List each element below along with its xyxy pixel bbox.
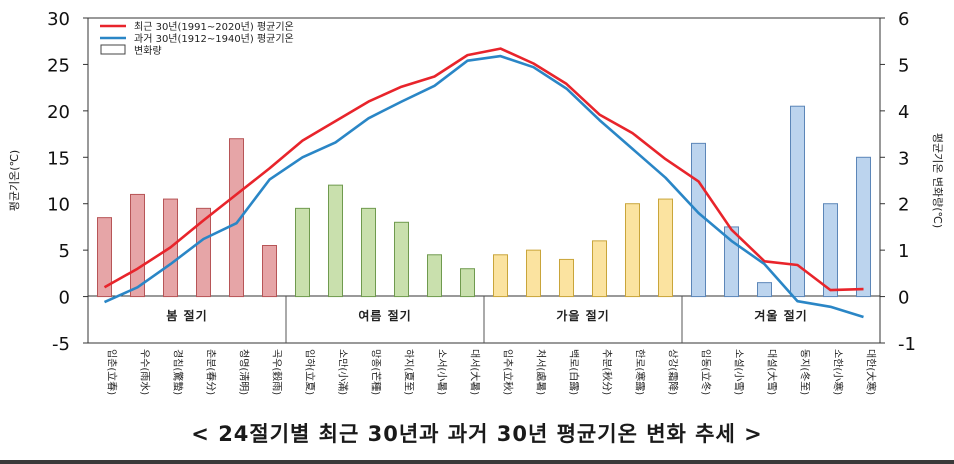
bar-change <box>196 207 211 298</box>
y-right-tick-label: 5 <box>898 55 909 76</box>
y-left-tick-label: 20 <box>47 102 70 123</box>
y-right-tick-label: 6 <box>898 9 909 30</box>
season-label: 가을 절기 <box>556 308 609 323</box>
bar-change <box>493 254 508 298</box>
bar-change <box>262 245 277 298</box>
x-tick-label: 소만(小滿) <box>337 349 350 395</box>
bar-change <box>559 258 574 298</box>
bar-change <box>295 207 310 298</box>
y-right-tick-label: 3 <box>898 148 909 169</box>
x-tick-label: 입동(立冬) <box>700 349 713 395</box>
legend-entry-label: 최근 30년(1991~2020년) 평균기온 <box>134 21 294 33</box>
bar-change <box>427 254 442 298</box>
x-tick-label: 소한(小寒) <box>832 349 845 395</box>
season-label: 봄 절기 <box>166 308 207 323</box>
x-tick-label: 입춘(立春) <box>106 349 119 395</box>
legend-entry-label: 과거 30년(1912~1940년) 평균기온 <box>134 33 294 45</box>
bars-layer <box>97 105 871 298</box>
season-label: 겨울 절기 <box>754 308 807 323</box>
x-tick-label: 청명(淸明) <box>238 349 251 395</box>
bar-change <box>97 217 112 298</box>
x-tick-label: 경칩(驚蟄) <box>172 349 185 395</box>
y-left-tick-label: -5 <box>52 334 70 355</box>
y-right-tick-label: -1 <box>898 334 916 355</box>
y-left-tick-label: 10 <box>47 195 70 216</box>
legend-swatch-box <box>100 44 126 55</box>
bar-change <box>130 193 145 298</box>
y-right-tick-label: 2 <box>898 195 909 216</box>
bar-change <box>592 240 607 298</box>
x-tick-label: 추분(秋分) <box>601 349 614 395</box>
x-tick-label: 한로(寒露) <box>634 349 647 395</box>
bar-change <box>460 268 475 298</box>
y-left-axis-title: 평균기온(℃) <box>8 150 21 211</box>
x-tick-label: 대서(大暑) <box>469 349 482 395</box>
y-left-tick-label: 15 <box>47 148 70 169</box>
x-tick-label: 우수(雨水) <box>139 349 151 395</box>
chart-caption: < 24절기별 최근 30년과 과거 30년 평균기온 변화 추세 > <box>191 422 763 446</box>
bar-change <box>625 203 640 298</box>
lines-layer <box>103 47 864 319</box>
x-tick-label: 대설(大雪) <box>766 349 779 395</box>
bar-change <box>394 221 409 298</box>
y-left-tick-label: 30 <box>47 9 70 30</box>
bar-change <box>526 249 541 298</box>
x-tick-label: 동지(冬至) <box>799 349 812 395</box>
legend-entry-label: 변화량 <box>134 45 162 57</box>
x-tick-label: 춘분(春分) <box>205 349 217 395</box>
line-recent-30yr <box>103 47 864 292</box>
x-tick-label: 소설(小雪) <box>733 349 745 395</box>
x-tick-label: 곡우(穀雨) <box>271 349 284 395</box>
bottom-rule <box>0 460 954 464</box>
x-tick-label: 입하(立夏) <box>304 349 317 395</box>
y-right-axis-title: 평균기온 변화량(℃) <box>931 133 944 228</box>
bar-change <box>361 207 376 298</box>
x-tick-label: 입추(立秋) <box>502 349 515 395</box>
bar-change <box>328 184 343 298</box>
bar-change <box>856 156 871 298</box>
bar-change <box>658 198 673 298</box>
x-tick-label: 처서(處暑) <box>535 349 548 395</box>
season-label: 여름 절기 <box>358 308 411 323</box>
y-left-tick-label: 25 <box>47 55 70 76</box>
bar-change <box>229 138 244 298</box>
line-past-30yr <box>103 54 864 319</box>
y-right-tick-label: 0 <box>898 288 909 309</box>
y-right-tick-label: 4 <box>898 102 909 123</box>
x-tick-label: 백로(白露) <box>568 349 581 395</box>
bar-change <box>790 105 805 298</box>
x-tick-label: 하지(夏至) <box>403 349 416 395</box>
y-left-tick-label: 5 <box>59 241 70 262</box>
y-left-tick-label: 0 <box>59 288 70 309</box>
bar-change <box>691 142 706 298</box>
x-tick-label: 망종(芒種) <box>370 349 383 395</box>
bar-change <box>757 282 772 298</box>
x-tick-label: 소서(小暑) <box>436 349 448 395</box>
x-tick-label: 대한(大寒) <box>865 349 878 395</box>
bar-change <box>823 203 838 298</box>
x-tick-label: 상강(霜降) <box>667 349 680 395</box>
y-right-tick-label: 1 <box>898 241 909 262</box>
axes-layer <box>83 17 885 344</box>
